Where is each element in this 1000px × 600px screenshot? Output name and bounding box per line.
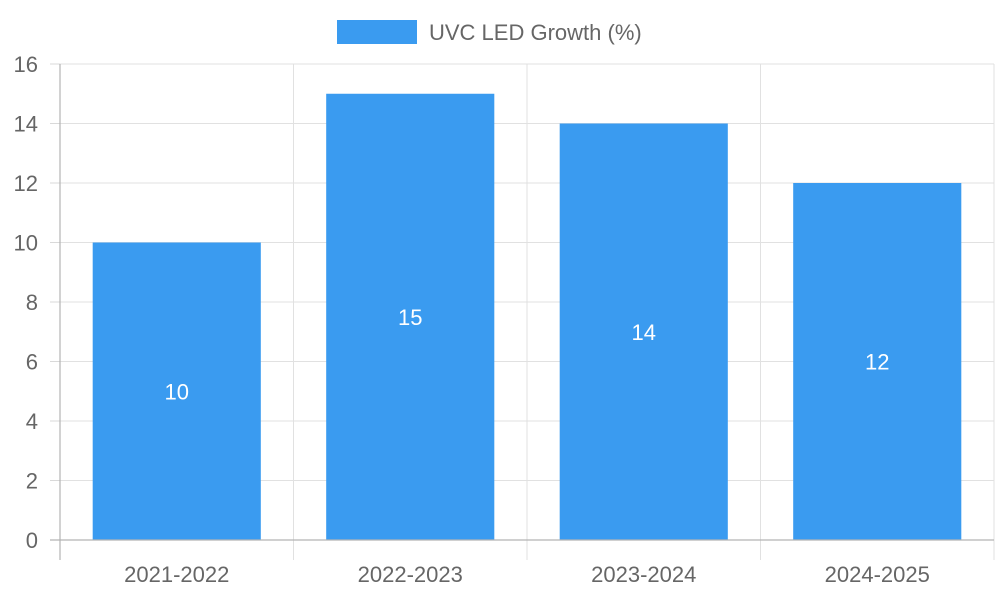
bar[interactable] bbox=[326, 93, 495, 540]
legend-label[interactable]: UVC LED Growth (%) bbox=[429, 20, 642, 45]
y-tick-label: 12 bbox=[14, 171, 38, 196]
bar[interactable] bbox=[92, 242, 261, 541]
legend[interactable]: UVC LED Growth (%) bbox=[337, 20, 642, 45]
bar-data-label: 15 bbox=[398, 305, 422, 330]
x-tick-label: 2023-2024 bbox=[591, 562, 696, 587]
y-tick-label: 0 bbox=[26, 528, 38, 553]
y-tick-label: 6 bbox=[26, 350, 38, 375]
bar[interactable] bbox=[559, 123, 728, 541]
y-tick-label: 10 bbox=[14, 231, 38, 256]
x-tick-label: 2024-2025 bbox=[825, 562, 930, 587]
tick-labels: 0 2 4 6 8 10 12 14 16 2021-2022 2022-2023 2023-2024… bbox=[14, 52, 930, 587]
x-tick-label: 2022-2023 bbox=[358, 562, 463, 587]
x-tick-label: 2021-2022 bbox=[124, 562, 229, 587]
y-tick-label: 4 bbox=[26, 409, 38, 434]
bar-data-label: 14 bbox=[632, 320, 656, 345]
bar[interactable] bbox=[793, 183, 962, 540]
y-tick-label: 14 bbox=[14, 112, 38, 137]
y-tick-label: 2 bbox=[26, 469, 38, 494]
y-tick-label: 8 bbox=[26, 290, 38, 315]
bar-series: 10 15 14 12 bbox=[92, 93, 962, 541]
bar-data-label: 10 bbox=[165, 379, 189, 404]
y-tick-label: 16 bbox=[14, 52, 38, 77]
legend-swatch[interactable] bbox=[337, 20, 417, 44]
axes bbox=[50, 63, 994, 560]
bar-data-label: 12 bbox=[865, 350, 889, 375]
